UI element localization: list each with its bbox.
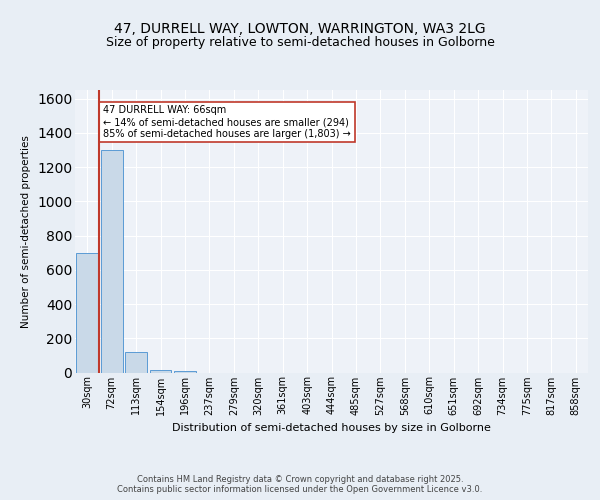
Text: Contains HM Land Registry data © Crown copyright and database right 2025.
Contai: Contains HM Land Registry data © Crown c… <box>118 474 482 494</box>
Bar <box>149 370 172 372</box>
Text: Size of property relative to semi-detached houses in Golborne: Size of property relative to semi-detach… <box>106 36 494 49</box>
Text: 47, DURRELL WAY, LOWTON, WARRINGTON, WA3 2LG: 47, DURRELL WAY, LOWTON, WARRINGTON, WA3… <box>114 22 486 36</box>
Bar <box>174 371 196 372</box>
Text: 47 DURRELL WAY: 66sqm
← 14% of semi-detached houses are smaller (294)
85% of sem: 47 DURRELL WAY: 66sqm ← 14% of semi-deta… <box>103 106 351 138</box>
Bar <box>125 352 147 372</box>
X-axis label: Distribution of semi-detached houses by size in Golborne: Distribution of semi-detached houses by … <box>172 423 491 433</box>
Y-axis label: Number of semi-detached properties: Number of semi-detached properties <box>22 135 31 328</box>
Bar <box>101 150 122 372</box>
Bar <box>76 252 98 372</box>
